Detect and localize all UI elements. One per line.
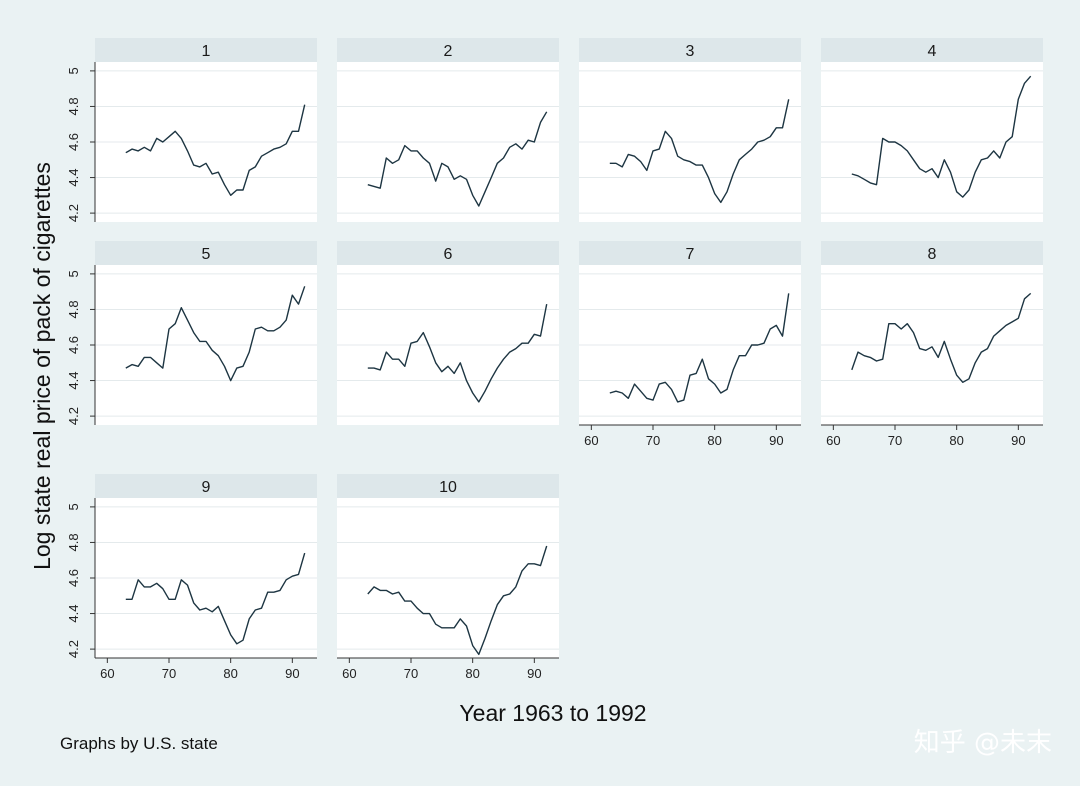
panel-6: 6	[337, 241, 559, 425]
x-tick-label: 80	[223, 666, 237, 681]
panel-7: 7 60 70 80 90	[579, 241, 801, 448]
panel-2: 2	[337, 38, 559, 222]
series-line	[125, 552, 306, 645]
x-tick-label: 90	[769, 433, 783, 448]
x-tick-label: 70	[162, 666, 176, 681]
y-tick-label: 4.8	[66, 533, 81, 551]
y-tick-label: 5	[66, 270, 81, 277]
y-tick-label: 4.2	[66, 204, 81, 222]
panel-1: 1 4.2 4.4 4.6 4.8 5	[66, 38, 317, 222]
series-line	[367, 111, 548, 207]
panel-label: 1	[202, 43, 211, 60]
x-tick-label: 80	[465, 666, 479, 681]
x-tick-label: 60	[826, 433, 840, 448]
series-line	[609, 293, 790, 403]
panel-strip	[821, 38, 1043, 62]
y-tick-label: 4.2	[66, 640, 81, 658]
panel-3: 3	[579, 38, 801, 222]
x-tick-label: 90	[527, 666, 541, 681]
panel-strip	[337, 474, 559, 498]
panel-strip	[95, 38, 317, 62]
panel-label: 6	[444, 246, 453, 263]
panel-label: 7	[686, 246, 695, 263]
series-line	[851, 75, 1032, 198]
x-axis-label: Year 1963 to 1992	[459, 700, 646, 726]
panel-label: 8	[928, 246, 937, 263]
panel-label: 4	[928, 43, 937, 60]
graphs-note: Graphs by U.S. state	[60, 734, 218, 753]
panel-strip	[821, 241, 1043, 265]
x-tick-label: 90	[285, 666, 299, 681]
panel-label: 10	[439, 479, 457, 496]
series-line	[367, 303, 548, 403]
y-tick-label: 4.8	[66, 300, 81, 318]
panel-5: 5 4.2 4.4 4.6 4.8 5	[66, 241, 317, 425]
panel-label: 5	[202, 246, 211, 263]
x-tick-label: 60	[342, 666, 356, 681]
y-tick-label: 4.4	[66, 169, 81, 187]
series-line	[367, 545, 548, 656]
panel-strip	[337, 241, 559, 265]
y-tick-label: 4.6	[66, 133, 81, 151]
panel-strip	[95, 474, 317, 498]
panel-strip	[95, 241, 317, 265]
y-axis-label: Log state real price of pack of cigarett…	[29, 162, 55, 570]
panel-strip	[579, 241, 801, 265]
y-tick-label: 4.2	[66, 407, 81, 425]
panel-strip	[337, 38, 559, 62]
panel-10: 10 60 70 80 90	[337, 474, 559, 681]
x-tick-label: 80	[707, 433, 721, 448]
panel-8: 8 60 70 80 90	[821, 241, 1043, 448]
series-line	[609, 99, 790, 204]
x-tick-label: 60	[100, 666, 114, 681]
y-tick-label: 4.4	[66, 372, 81, 390]
y-tick-label: 4.4	[66, 605, 81, 623]
series-line	[125, 286, 306, 382]
panel-9: 9 4.2 4.4 4.6 4.8 5 60 70 80 90	[66, 474, 317, 681]
x-tick-label: 90	[1011, 433, 1025, 448]
x-tick-label: 80	[949, 433, 963, 448]
y-tick-label: 4.8	[66, 97, 81, 115]
panel-strip	[579, 38, 801, 62]
x-tick-label: 60	[584, 433, 598, 448]
panel-label: 2	[444, 43, 453, 60]
series-line	[851, 292, 1032, 383]
panel-label: 3	[686, 43, 695, 60]
panel-label: 9	[202, 479, 211, 496]
x-tick-label: 70	[404, 666, 418, 681]
y-tick-label: 5	[66, 503, 81, 510]
watermark: 知乎 @未末	[914, 728, 1052, 758]
x-tick-label: 70	[888, 433, 902, 448]
panel-4: 4	[821, 38, 1043, 222]
x-tick-label: 70	[646, 433, 660, 448]
y-tick-label: 4.6	[66, 569, 81, 587]
panel-grid: 14.24.44.64.852 3 454.24.44.64.856 760 70 80 9…	[66, 38, 1043, 681]
y-tick-label: 5	[66, 67, 81, 74]
series-line	[125, 104, 306, 196]
y-tick-label: 4.6	[66, 336, 81, 354]
